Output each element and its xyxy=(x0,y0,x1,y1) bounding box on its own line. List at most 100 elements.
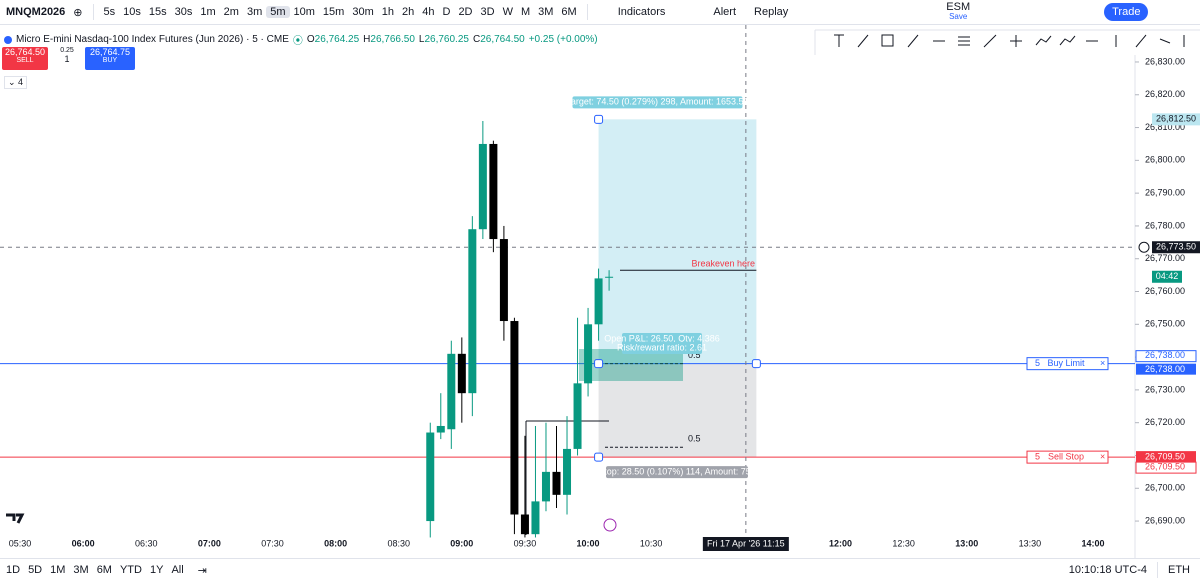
quantity[interactable]: 1 xyxy=(64,54,70,64)
trade-button[interactable]: Trade xyxy=(1104,3,1149,21)
x-tick-label: 09:30 xyxy=(514,538,537,548)
top-toolbar: MNQM2026 ⊕ 5s 10s 15s 30s 1m 2m 3m 5m 10m 15m 30m 1… xyxy=(0,0,1200,25)
range[interactable]: YTD xyxy=(119,564,142,576)
interval[interactable]: W xyxy=(502,6,513,18)
order-price-label: 26,709.50 xyxy=(1145,461,1185,471)
candle xyxy=(520,435,529,538)
ohlc-value: 26,766.50 xyxy=(370,34,415,45)
y-tick-label: 26,700.00 xyxy=(1145,483,1185,493)
event-icon[interactable] xyxy=(603,518,617,532)
interval[interactable]: 10m xyxy=(293,6,315,18)
candle-body xyxy=(457,353,466,394)
x-tick-label: 06:00 xyxy=(72,538,95,548)
interval[interactable]: 1m xyxy=(200,6,216,18)
interval[interactable]: 2h xyxy=(401,6,415,18)
target-label: Target: 74.50 (0.279%) 298, Amount: 1653… xyxy=(566,97,748,107)
market-open: ⦿ xyxy=(292,36,303,47)
range[interactable]: 1M xyxy=(50,564,66,576)
candle xyxy=(552,425,561,508)
sell-button[interactable]: 26,764.50 SELL xyxy=(2,47,48,70)
ohlc-item: H26,766.50 xyxy=(363,34,415,45)
interval[interactable]: 1h xyxy=(381,6,394,18)
candle-body xyxy=(426,432,435,522)
x-tick-label: 12:00 xyxy=(829,538,852,548)
text-tool[interactable] xyxy=(834,34,844,47)
interval[interactable]: M xyxy=(520,6,531,18)
trend-tool[interactable] xyxy=(857,34,869,48)
drawing-toolbar xyxy=(814,29,1200,55)
interval[interactable]: 6M xyxy=(561,6,577,18)
clock: 10:10:18 UTC-4 xyxy=(1068,564,1147,576)
rect-tool[interactable] xyxy=(881,34,894,47)
indicator-count: 4 xyxy=(18,77,24,87)
indicators[interactable]: Indicators xyxy=(617,6,666,18)
candle xyxy=(573,317,582,456)
replay[interactable]: Replay xyxy=(754,6,789,18)
crosshair-price-box xyxy=(1152,241,1200,254)
interval[interactable]: 3D xyxy=(480,6,495,18)
buy-button[interactable]: 26,764.75 BUY xyxy=(85,47,135,70)
indicator-toggle[interactable]: ⌄ 4 xyxy=(4,76,28,89)
crosshair-price: 26,773.50 xyxy=(1156,242,1196,252)
interval[interactable]: 5m xyxy=(266,6,290,18)
symbol-icon xyxy=(4,35,12,44)
alert[interactable]: Alert xyxy=(713,6,737,18)
range[interactable]: 5D xyxy=(28,564,43,576)
interval[interactable]: 2D xyxy=(458,6,473,18)
interval[interactable]: 30m xyxy=(352,6,374,18)
symbol[interactable]: MNQM2026 xyxy=(6,6,66,18)
order-box xyxy=(1026,450,1109,464)
intervals: 5s 10s 15s 30s 1m 2m 3m 5m 10m 15m 30m 1h 2h 4h D 2D 3D W… xyxy=(100,6,581,18)
range[interactable]: 1D xyxy=(6,564,21,576)
brush-tool[interactable] xyxy=(907,34,919,48)
session[interactable]: ETH xyxy=(1168,564,1190,576)
misc-tools[interactable] xyxy=(1086,34,1185,48)
layout[interactable]: ESM Save xyxy=(942,2,974,22)
handle xyxy=(751,359,761,369)
order-price-box xyxy=(1136,451,1196,463)
crosshair-time: Fri 17 Apr '26 11:15 xyxy=(707,538,785,548)
interval[interactable]: D xyxy=(442,6,451,18)
order-price-label: 26,738.00 xyxy=(1145,364,1185,374)
y-tick-label: 26,790.00 xyxy=(1145,188,1185,198)
buy-price: 26,764.75 xyxy=(89,47,131,57)
order-price-box xyxy=(1135,461,1197,474)
order-name: Sell Stop xyxy=(1048,451,1084,461)
logo xyxy=(6,513,25,524)
interval[interactable]: 10s xyxy=(123,6,141,18)
pattern-tools[interactable] xyxy=(1035,35,1076,46)
range[interactable]: 6M xyxy=(96,564,112,576)
interval[interactable]: 15m xyxy=(322,6,345,18)
x-tick-label: 06:30 xyxy=(135,538,158,548)
candle-body xyxy=(468,229,477,394)
candle-body xyxy=(436,425,445,433)
x-tick-label: 08:00 xyxy=(324,538,347,548)
range[interactable]: All xyxy=(171,564,184,576)
interval[interactable]: 15s xyxy=(148,6,167,18)
candle-body xyxy=(510,321,519,515)
line-tools[interactable] xyxy=(933,36,970,46)
interval[interactable]: 30s xyxy=(174,6,193,18)
ohlc-label: C xyxy=(472,34,481,45)
bottom-toolbar: 1D 5D 1M 3M 6M YTD 1Y All ⇥ 10:10:18 UTC-4 ETH xyxy=(0,558,1200,581)
x-tick-label: 07:30 xyxy=(261,538,284,548)
date-range-icon[interactable]: ⇥ xyxy=(197,564,207,577)
interval[interactable]: 4h xyxy=(422,6,435,18)
interval[interactable]: 5s xyxy=(103,6,116,18)
layout-status: Save xyxy=(949,12,968,21)
add-symbol[interactable]: ⊕ xyxy=(73,6,83,19)
range[interactable]: 3M xyxy=(73,564,89,576)
interval[interactable]: 3M xyxy=(538,6,554,18)
separator xyxy=(1157,562,1158,578)
range[interactable]: 1Y xyxy=(149,564,164,576)
separator xyxy=(92,4,94,20)
interval[interactable]: 2m xyxy=(223,6,239,18)
ray-tool[interactable] xyxy=(983,34,1022,48)
candle-body xyxy=(478,143,487,230)
legend-title: Micro E-mini Nasdaq-100 Index Futures (J… xyxy=(16,34,289,45)
y-tick-label: 26,760.00 xyxy=(1145,286,1185,296)
candle xyxy=(510,317,519,535)
x-tick-label: 05:30 xyxy=(9,538,32,548)
x-tick-label: 07:00 xyxy=(198,538,221,548)
interval[interactable]: 3m xyxy=(246,6,263,18)
